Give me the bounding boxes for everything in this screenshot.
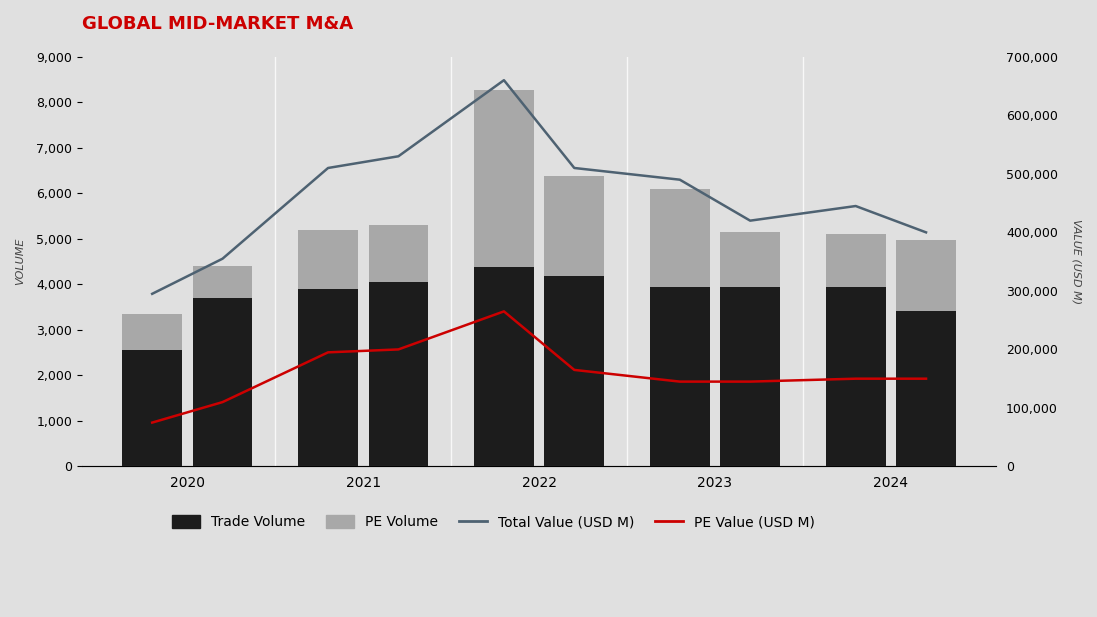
Bar	[193, 266, 252, 298]
Bar	[369, 282, 428, 466]
Bar	[122, 314, 182, 350]
Bar	[544, 276, 604, 466]
Bar	[298, 289, 358, 466]
Bar	[649, 287, 710, 466]
Bar	[369, 225, 428, 282]
Bar	[826, 234, 885, 287]
Bar	[826, 287, 885, 466]
Bar	[544, 176, 604, 276]
Text: GLOBAL MID-MARKET M&A: GLOBAL MID-MARKET M&A	[82, 15, 353, 33]
Y-axis label: VALUE (USD M): VALUE (USD M)	[1072, 219, 1082, 304]
Bar	[896, 240, 955, 311]
Bar	[649, 189, 710, 287]
Bar	[298, 230, 358, 289]
Bar	[193, 298, 252, 466]
Bar	[896, 311, 955, 466]
Y-axis label: VOLUME: VOLUME	[15, 238, 25, 285]
Bar	[474, 89, 534, 267]
Bar	[122, 350, 182, 466]
Legend: Trade Volume, PE Volume, Total Value (USD M), PE Value (USD M): Trade Volume, PE Volume, Total Value (US…	[172, 515, 815, 529]
Bar	[721, 232, 780, 287]
Bar	[721, 287, 780, 466]
Bar	[474, 267, 534, 466]
